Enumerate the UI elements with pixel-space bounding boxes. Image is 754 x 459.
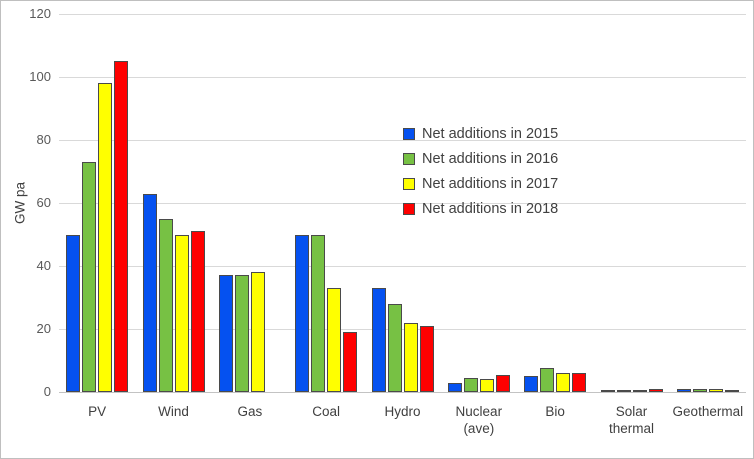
bar-wind-series-1 (158, 218, 173, 392)
bar-wind-series-3 (190, 231, 205, 392)
bar-pv-series-3 (114, 61, 129, 392)
y-tick-label: 120 (29, 6, 51, 21)
bar-pv-series-2 (98, 83, 113, 392)
bar-gas-series-0 (218, 275, 233, 392)
y-gridline (59, 203, 746, 204)
bar-gas-series-1 (234, 275, 249, 392)
y-tick-label: 60 (36, 195, 51, 210)
x-category-label-line: Geothermal (672, 404, 744, 419)
bar-nuclear-ave-series-0 (447, 382, 462, 392)
x-category-label: Bio (517, 403, 593, 420)
y-tick-label: 40 (36, 258, 51, 273)
y-tick-label: 100 (29, 69, 51, 84)
bar-geothermal-series-2 (708, 388, 723, 392)
x-category-label-line: (ave) (463, 421, 495, 436)
x-category-label-line: Gas (237, 404, 263, 419)
bar-geothermal-series-1 (692, 388, 707, 392)
x-category-label: Coal (288, 403, 364, 420)
legend-item-2017: Net additions in 2017 (403, 171, 558, 196)
y-tick-label: 20 (36, 321, 51, 336)
legend-item-2015: Net additions in 2015 (403, 121, 558, 146)
x-category-label-line: Bio (545, 404, 565, 419)
bar-nuclear-ave-series-3 (495, 374, 510, 392)
y-tick-label: 80 (36, 132, 51, 147)
legend-swatch-icon (403, 177, 415, 190)
bar-coal-series-0 (295, 234, 310, 392)
y-gridline (59, 329, 746, 330)
bar-nuclear-ave-series-1 (463, 377, 478, 392)
bar-wind-series-0 (142, 193, 157, 392)
legend-item-2016: Net additions in 2016 (403, 146, 558, 171)
legend-swatch-icon (403, 202, 415, 215)
x-category-label: PV (59, 403, 135, 420)
x-axis-line (59, 392, 746, 393)
y-gridline (59, 266, 746, 267)
y-gridline (59, 140, 746, 141)
bar-bio-series-3 (572, 373, 587, 392)
y-tick-label: 0 (43, 384, 51, 399)
bar-nuclear-ave-series-2 (479, 379, 494, 392)
y-gridline (59, 77, 746, 78)
legend-label: Net additions in 2015 (422, 125, 559, 142)
x-category-label-line: thermal (608, 421, 654, 436)
x-category-label-line: Wind (158, 404, 189, 419)
bar-pv-series-1 (82, 162, 97, 392)
bar-solar-thermal-series-2 (632, 390, 647, 392)
x-category-label: Nuclear (ave) (441, 403, 517, 437)
bar-hydro-series-2 (403, 322, 418, 392)
x-category-label: Geothermal (670, 403, 746, 420)
legend-label: Net additions in 2016 (422, 150, 559, 167)
bar-hydro-series-1 (387, 303, 402, 392)
x-category-label-line: Hydro (384, 404, 421, 419)
bar-bio-series-0 (524, 376, 539, 392)
bar-wind-series-2 (174, 234, 189, 392)
bar-hydro-series-3 (419, 325, 434, 392)
x-category-label-line: Solar (615, 404, 648, 419)
x-category-label-line: PV (88, 404, 107, 419)
bar-gas-series-2 (250, 272, 265, 392)
legend-swatch-icon (403, 152, 415, 165)
legend-label: Net additions in 2017 (422, 175, 559, 192)
x-category-label: Wind (135, 403, 211, 420)
legend-label: Net additions in 2018 (422, 200, 559, 217)
x-category-label: Hydro (364, 403, 440, 420)
y-gridline (59, 14, 746, 15)
bar-coal-series-1 (311, 234, 326, 392)
bar-pv-series-0 (66, 234, 81, 392)
bar-coal-series-3 (343, 332, 358, 392)
legend: Net additions in 2015 Net additions in 20… (403, 121, 558, 221)
bar-solar-thermal-series-3 (648, 388, 663, 392)
x-category-label-line: Nuclear (455, 404, 503, 419)
bar-bio-series-2 (556, 373, 571, 392)
bar-solar-thermal-series-1 (616, 390, 631, 392)
bar-geothermal-series-0 (676, 388, 691, 392)
bar-coal-series-2 (327, 288, 342, 392)
x-category-label: Solar thermal (593, 403, 669, 437)
legend-item-2018: Net additions in 2018 (403, 196, 558, 221)
legend-swatch-icon (403, 127, 415, 140)
bar-bio-series-1 (540, 368, 555, 392)
bar-solar-thermal-series-0 (600, 390, 615, 392)
x-category-label-line: Coal (312, 404, 341, 419)
bar-hydro-series-0 (371, 288, 386, 392)
bar-geothermal-series-3 (724, 390, 739, 392)
x-category-label: Gas (212, 403, 288, 420)
